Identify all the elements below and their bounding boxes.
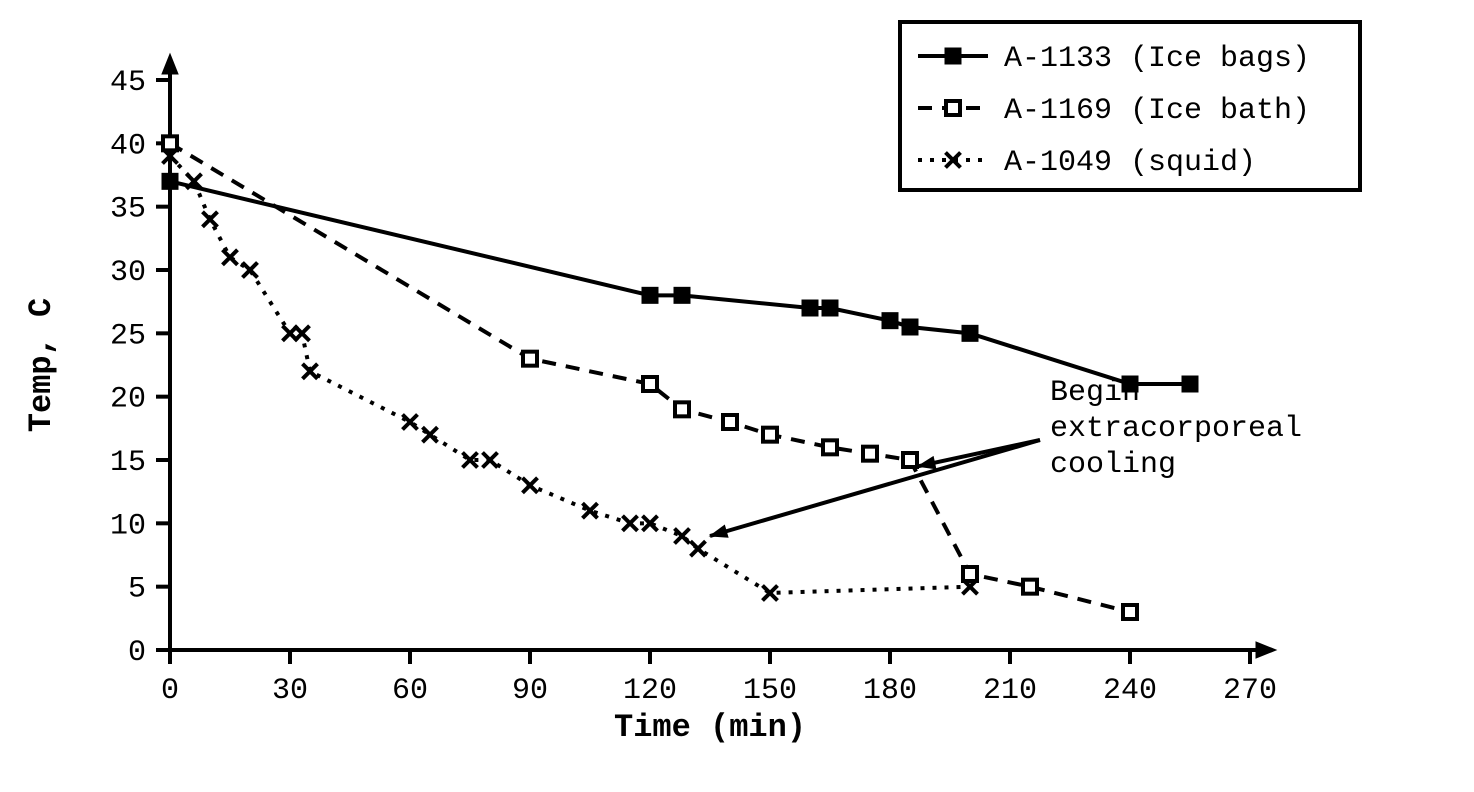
y-axis-label: Temp, C: [23, 298, 60, 432]
y-tick-label: 40: [110, 129, 146, 163]
x-tick-label: 180: [863, 674, 917, 708]
x-tick-label: 30: [272, 674, 308, 708]
y-tick-label: 10: [110, 509, 146, 543]
x-tick-label: 90: [512, 674, 548, 708]
annotation-extracorporeal: Beginextracorporealcooling: [710, 376, 1302, 537]
x-tick-label: 270: [1223, 674, 1277, 708]
legend-label: A-1169 (Ice bath): [1004, 94, 1310, 128]
series-a1049: [163, 149, 978, 601]
legend: A-1133 (Ice bags) A-1169 (Ice bath) A-1049…: [900, 22, 1360, 190]
x-tick-label: 60: [392, 674, 428, 708]
series-a1169: [163, 136, 1137, 619]
y-tick-label: 30: [110, 256, 146, 290]
y-tick-label: 35: [110, 193, 146, 227]
series-a1133: [163, 174, 1197, 391]
x-tick-label: 0: [161, 674, 179, 708]
annotation-line: extracorporeal: [1050, 412, 1302, 446]
x-tick-label: 240: [1103, 674, 1157, 708]
legend-label: A-1049 (squid): [1004, 146, 1256, 180]
legend-label: A-1133 (Ice bags): [1004, 42, 1310, 76]
x-tick-label: 210: [983, 674, 1037, 708]
x-axis-label: Time (min): [614, 709, 806, 746]
chart-svg: 0 5 10 15 20 25 30 35 40 45 0 30 60 90 120 150 180 210 240…: [0, 0, 1474, 792]
y-tick-label: 5: [128, 573, 146, 607]
y-tick-label: 45: [110, 66, 146, 100]
annotation-line: cooling: [1050, 448, 1176, 482]
x-tick-label: 150: [743, 674, 797, 708]
y-tick-label: 0: [128, 636, 146, 670]
y-tick-label: 15: [110, 446, 146, 480]
y-tick-label: 20: [110, 383, 146, 417]
annotation-line: Begin: [1050, 376, 1140, 410]
x-tick-label: 120: [623, 674, 677, 708]
temp-time-chart: 0 5 10 15 20 25 30 35 40 45 0 30 60 90 120 150 180 210 240…: [0, 0, 1474, 792]
y-tick-label: 25: [110, 319, 146, 353]
